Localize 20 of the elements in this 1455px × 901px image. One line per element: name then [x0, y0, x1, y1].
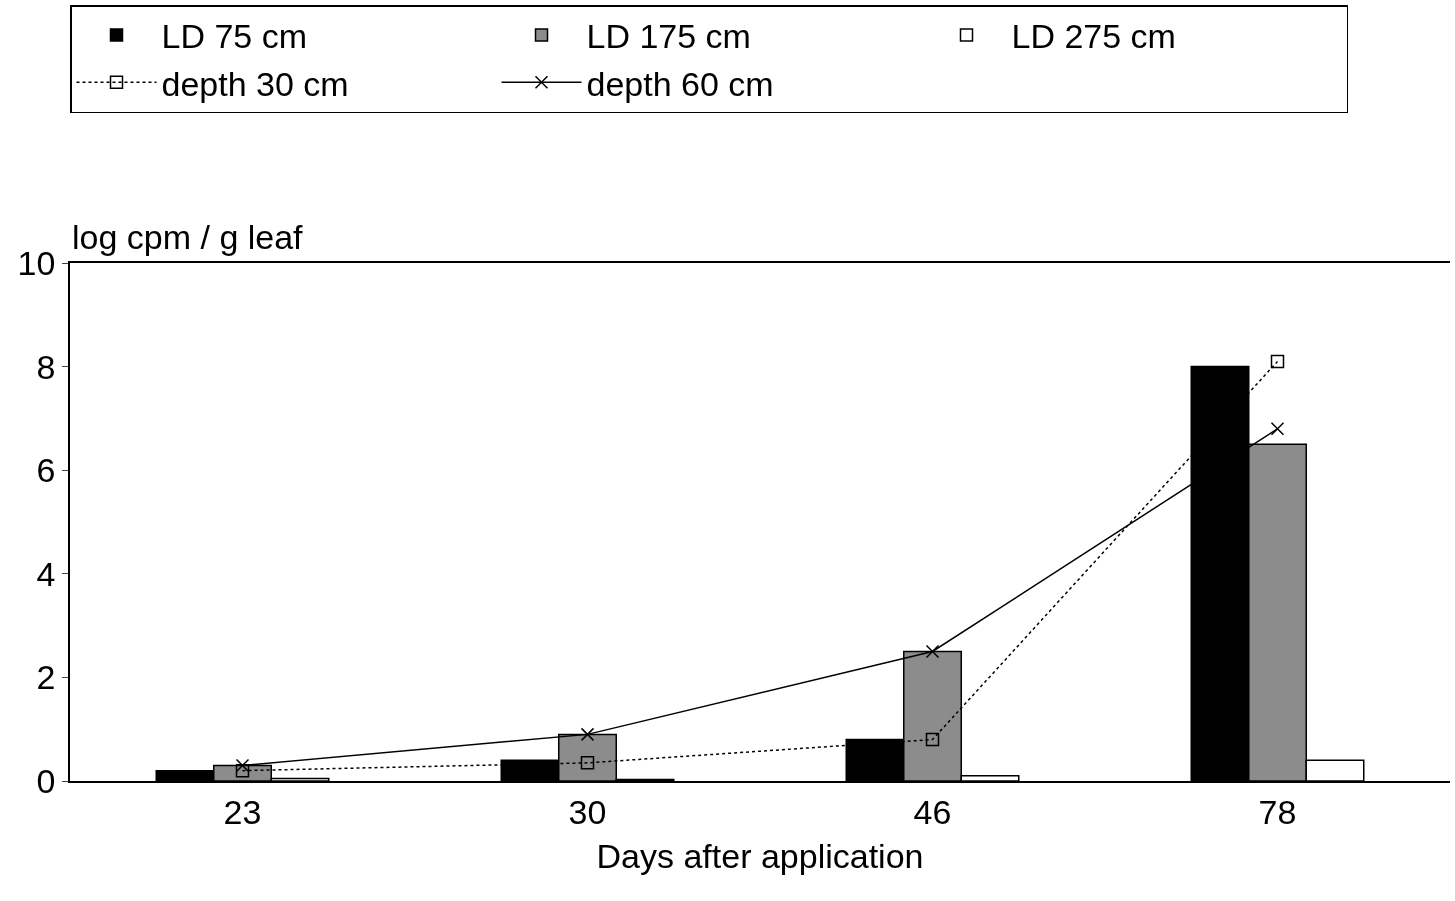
legend-label: LD 75 cm — [161, 17, 307, 56]
x-tick-label: 23 — [223, 792, 262, 831]
y-tick-label: 0 — [36, 761, 56, 800]
point — [925, 732, 940, 747]
legend-label: LD 275 cm — [1011, 17, 1176, 56]
x-tick-label: 78 — [1258, 792, 1297, 831]
y-tick-label: 4 — [36, 554, 56, 593]
y-tick-label: 10 — [17, 243, 56, 282]
legend-label: LD 175 cm — [586, 17, 751, 56]
x-tick-label: 46 — [913, 792, 952, 831]
point — [1270, 354, 1285, 369]
y-axis-title: log cpm / g leaf — [72, 218, 304, 256]
y-tick-label: 6 — [36, 451, 56, 490]
legend-label: depth 30 cm — [161, 64, 349, 103]
y-tick-label: 8 — [36, 347, 56, 386]
y-tick-label: 2 — [36, 658, 56, 697]
legend-label: depth 60 cm — [586, 64, 774, 103]
point — [1270, 422, 1285, 436]
x-axis-title: Days after application — [596, 837, 924, 876]
x-tick-label: 30 — [568, 792, 607, 831]
